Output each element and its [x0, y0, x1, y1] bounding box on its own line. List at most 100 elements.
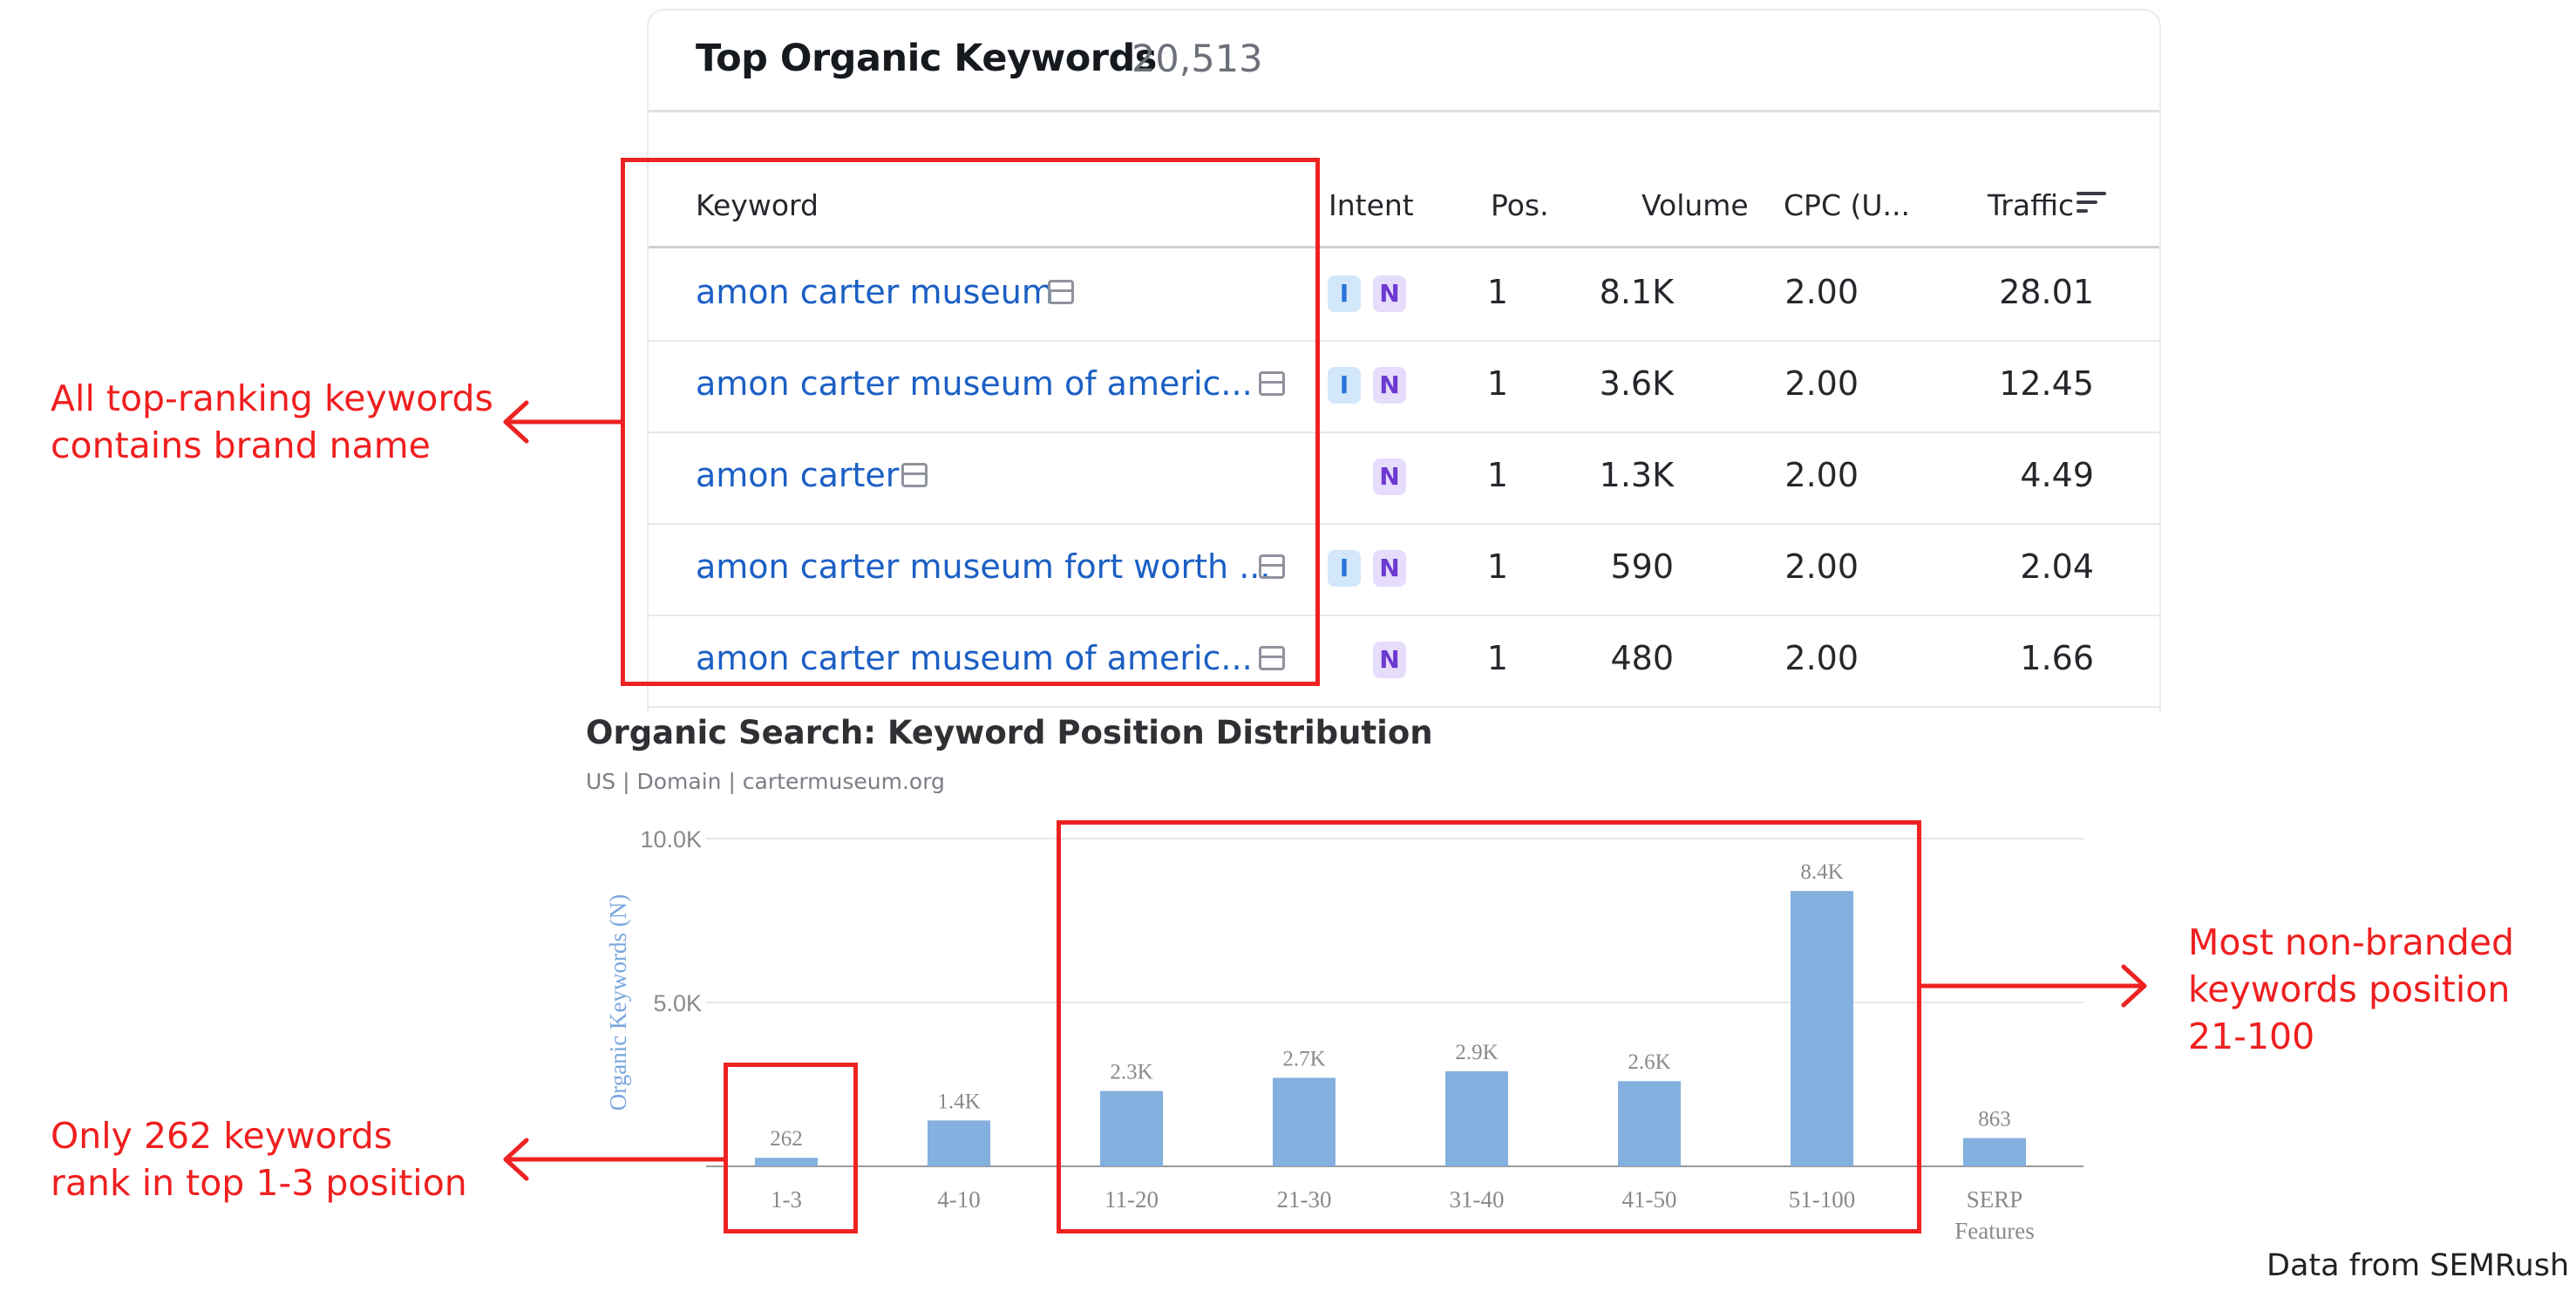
intent-badge-informational: I — [1328, 550, 1361, 587]
table-row: amon carter museum of americ... I N 1 3.… — [649, 340, 2159, 433]
top3-note: Only 262 keywords rank in top 1-3 positi… — [51, 1112, 467, 1206]
nonbranded-note-line: keywords position — [2188, 968, 2511, 1010]
traffic-value: 28.01 — [1999, 273, 2094, 311]
intent-badge-navigational: N — [1373, 642, 1406, 678]
column-header-pos[interactable]: Pos. — [1491, 188, 1549, 222]
bar-value-label: 2.7K — [1282, 1047, 1325, 1070]
card-title: Top Organic Keywords — [696, 37, 1157, 80]
table-row: amon carter N 1 1.3K 2.00 4.49 — [649, 431, 2159, 525]
keyword-link[interactable]: amon carter museum fort worth ... — [696, 547, 1271, 586]
position-value: 1 — [1486, 273, 1508, 311]
x-tick-label: 4-10 — [937, 1186, 981, 1213]
volume-value: 3.6K — [1599, 364, 1674, 403]
sort-icon[interactable] — [2076, 192, 2106, 214]
table-row: amon carter museum I N 1 8.1K 2.00 28.01 — [649, 248, 2159, 342]
position-value: 1 — [1486, 547, 1508, 586]
bar-value-label: 2.6K — [1628, 1050, 1670, 1074]
volume-value: 590 — [1610, 547, 1674, 586]
bar — [1100, 1091, 1163, 1166]
traffic-value: 4.49 — [2020, 456, 2094, 494]
column-header-volume[interactable]: Volume — [1641, 188, 1749, 222]
nonbranded-highlight — [1057, 820, 1921, 1233]
nonbranded-note-line: Most non-branded — [2188, 921, 2515, 963]
bar-value-label: 1.4K — [937, 1090, 980, 1113]
bar — [1618, 1081, 1681, 1166]
top3-note-line: Only 262 keywords — [51, 1115, 393, 1157]
card-header: Top Organic Keywords 20,513 — [649, 10, 2159, 112]
x-tick-label: Features — [1954, 1218, 2034, 1244]
intent-badge-navigational: N — [1373, 550, 1406, 587]
x-tick-label: SERP — [1967, 1186, 2023, 1213]
table-row: amon carter museum fort worth ... I N 1 … — [649, 523, 2159, 616]
traffic-value: 2.04 — [2020, 547, 2094, 586]
bar-value-label: 2.9K — [1455, 1041, 1498, 1064]
serp-features-icon[interactable] — [1048, 280, 1074, 304]
intent-badge-informational: I — [1328, 275, 1361, 312]
intent-badge-navigational: N — [1373, 459, 1406, 495]
intent-badge-navigational: N — [1373, 275, 1406, 312]
volume-value: 480 — [1610, 639, 1674, 677]
x-tick-label: 1-3 — [771, 1186, 802, 1213]
bar — [1445, 1070, 1508, 1166]
y-tick-label: 10.0K — [640, 826, 702, 853]
column-header-intent[interactable]: Intent — [1329, 188, 1414, 222]
y-axis-title: Organic Keywords (N) — [605, 894, 631, 1111]
table-row: amon carter museum of americ... N 1 480 … — [649, 615, 2159, 708]
column-header-traffic[interactable]: Traffic — [1988, 188, 2075, 222]
brand-note: All top-ranking keywords contains brand … — [51, 375, 493, 469]
bar — [928, 1120, 990, 1166]
y-tick-label: 5.0K — [653, 990, 702, 1016]
bar-value-label: 262 — [770, 1127, 803, 1151]
volume-value: 8.1K — [1599, 273, 1674, 311]
bar — [755, 1158, 818, 1166]
traffic-value: 1.66 — [2020, 639, 2094, 677]
x-tick-label: 41-50 — [1622, 1186, 1677, 1213]
brand-note-line: All top-ranking keywords — [51, 377, 493, 419]
chart-subtitle: US | Domain | cartermuseum.org — [586, 769, 945, 794]
traffic-value: 12.45 — [1999, 364, 2094, 403]
column-header-keyword[interactable]: Keyword — [696, 188, 819, 222]
keyword-link[interactable]: amon carter — [696, 456, 900, 494]
keyword-link[interactable]: amon carter museum — [696, 273, 1054, 311]
cpc-value: 2.00 — [1784, 273, 1859, 311]
nonbranded-note-line: 21-100 — [2188, 1016, 2315, 1057]
top3-highlight — [724, 1063, 858, 1233]
cpc-value: 2.00 — [1784, 456, 1859, 494]
intent-badge-navigational: N — [1373, 367, 1406, 404]
bar-value-label: 2.3K — [1110, 1061, 1152, 1084]
x-tick-label: 31-40 — [1450, 1186, 1505, 1213]
brand-note-line: contains brand name — [51, 425, 431, 466]
bar — [1791, 891, 1853, 1166]
x-tick-label: 51-100 — [1789, 1186, 1856, 1213]
bar-value-label: 8.4K — [1800, 860, 1843, 884]
position-value: 1 — [1486, 456, 1508, 494]
chart-title: Organic Search: Keyword Position Distrib… — [586, 714, 1433, 751]
serp-features-icon[interactable] — [1259, 371, 1285, 396]
keyword-link[interactable]: amon carter museum of americ... — [696, 364, 1253, 403]
x-tick-label: 21-30 — [1277, 1186, 1332, 1213]
volume-value: 1.3K — [1599, 456, 1674, 494]
bar — [1273, 1077, 1336, 1166]
intent-badge-informational: I — [1328, 367, 1361, 404]
x-tick-label: 11-20 — [1104, 1186, 1159, 1213]
keywords-card: Top Organic Keywords 20,513 Keyword Inte… — [647, 9, 2161, 712]
serp-features-icon[interactable] — [901, 463, 928, 487]
position-value: 1 — [1486, 639, 1508, 677]
cpc-value: 2.00 — [1784, 364, 1859, 403]
nonbranded-note: Most non-branded keywords position 21-10… — [2188, 919, 2514, 1060]
keyword-count: 20,513 — [1132, 37, 1263, 81]
keyword-link[interactable]: amon carter museum of americ... — [696, 639, 1253, 677]
column-header-cpc[interactable]: CPC (U... — [1784, 188, 1910, 222]
serp-features-icon[interactable] — [1259, 646, 1285, 670]
bar — [1963, 1138, 2026, 1166]
cpc-value: 2.00 — [1784, 547, 1859, 586]
data-source-credit: Data from SEMRush — [2267, 1248, 2570, 1283]
bar-value-label: 863 — [1978, 1108, 2011, 1131]
cpc-value: 2.00 — [1784, 639, 1859, 677]
position-value: 1 — [1486, 364, 1508, 403]
top3-note-line: rank in top 1-3 position — [51, 1162, 467, 1204]
serp-features-icon[interactable] — [1259, 554, 1285, 579]
table-header-row: Keyword Intent Pos. Volume CPC (U... Tra… — [649, 153, 2159, 248]
